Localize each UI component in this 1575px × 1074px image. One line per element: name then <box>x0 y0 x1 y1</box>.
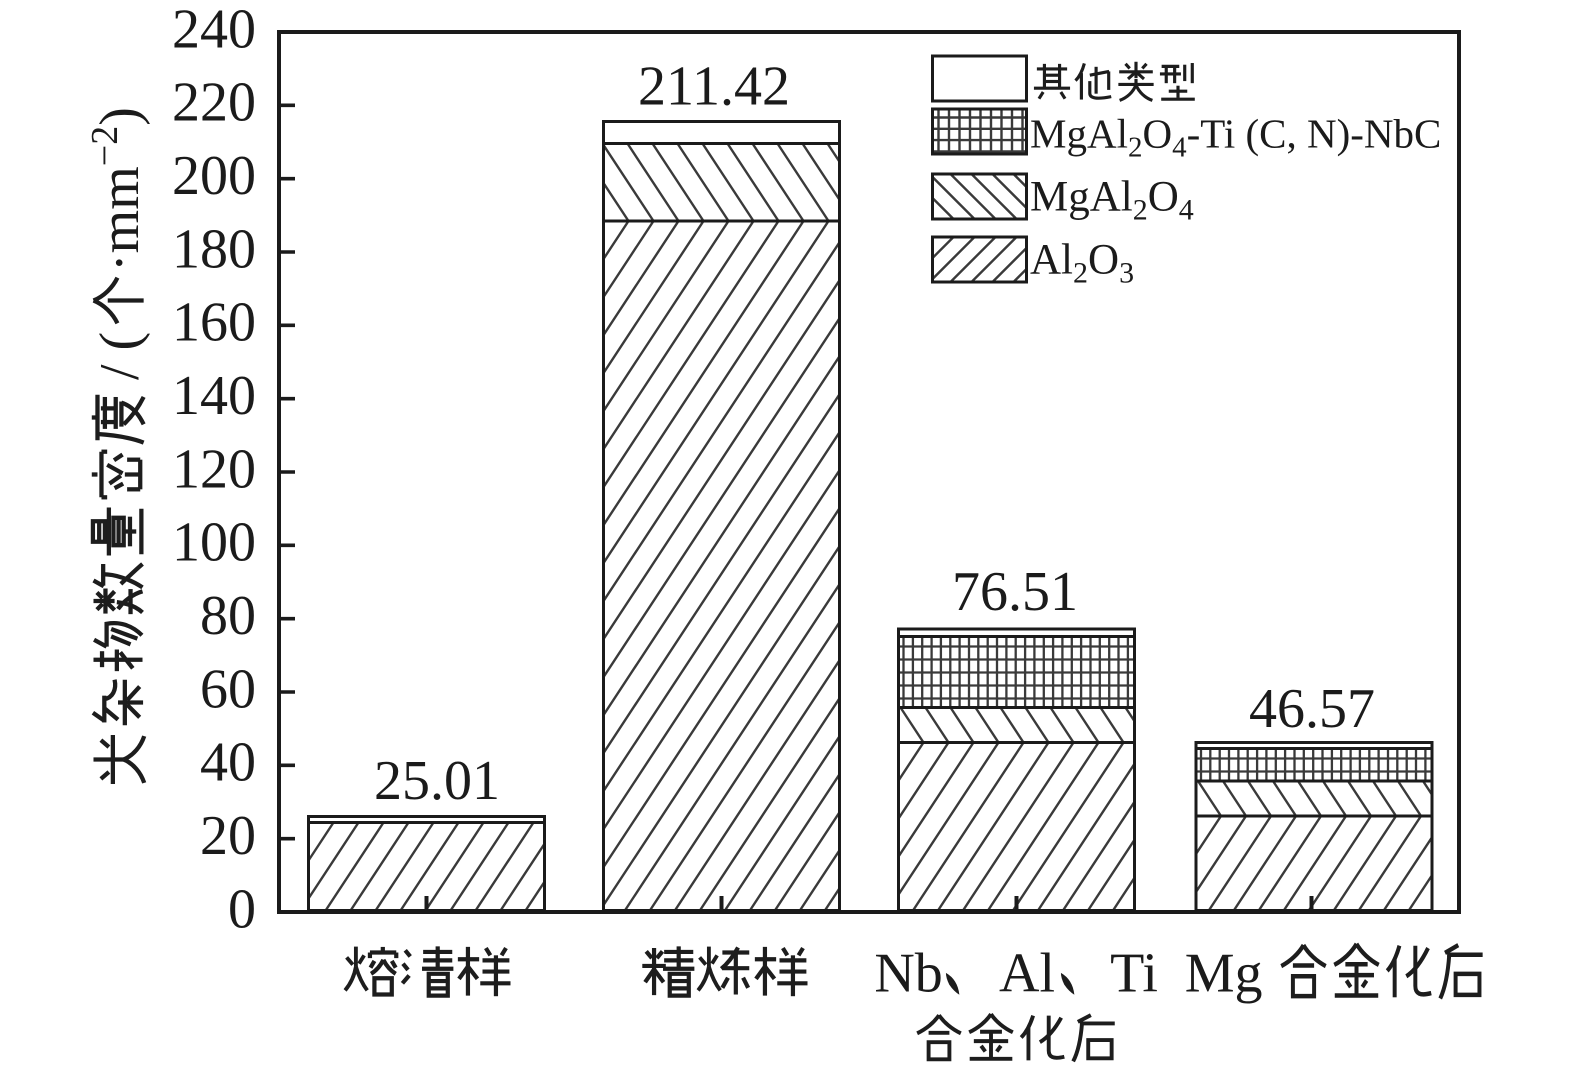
svg-text:60: 60 <box>200 658 256 720</box>
svg-text:46.57: 46.57 <box>1249 678 1375 740</box>
svg-text:160: 160 <box>172 292 256 354</box>
svg-text:Al: Al <box>999 943 1055 1005</box>
svg-text:100: 100 <box>172 512 256 574</box>
svg-text:Mg: Mg <box>1185 943 1263 1005</box>
svg-text:76.51: 76.51 <box>952 561 1078 623</box>
svg-text:/ (: / ( <box>89 332 151 380</box>
svg-text:220: 220 <box>172 72 256 134</box>
svg-text:20: 20 <box>200 805 256 867</box>
svg-text:180: 180 <box>172 218 256 280</box>
svg-text:200: 200 <box>172 145 256 207</box>
svg-text:Ti: Ti <box>1110 943 1158 1005</box>
svg-text:80: 80 <box>200 585 256 647</box>
svg-text:240: 240 <box>172 0 256 60</box>
svg-text:Nb: Nb <box>874 943 942 1005</box>
svg-text:MgAl2O4: MgAl2O4 <box>1030 174 1194 227</box>
svg-text:211.42: 211.42 <box>638 56 790 118</box>
svg-text:MgAl2O4-Ti (C, N)-NbC: MgAl2O4-Ti (C, N)-NbC <box>1030 111 1441 164</box>
svg-text:0: 0 <box>228 878 256 940</box>
svg-text:120: 120 <box>172 438 256 500</box>
svg-text:25.01: 25.01 <box>374 750 500 812</box>
svg-text:140: 140 <box>172 365 256 427</box>
svg-text:40: 40 <box>200 732 256 794</box>
